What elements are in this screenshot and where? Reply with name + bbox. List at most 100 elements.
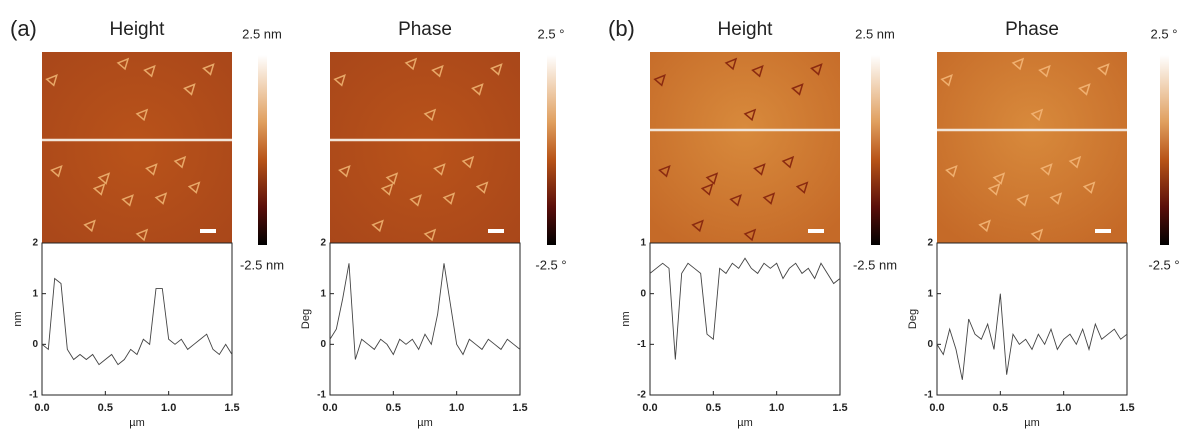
afm-feature bbox=[791, 83, 804, 96]
afm-feature bbox=[724, 57, 738, 71]
afm-feature bbox=[471, 83, 484, 96]
scale-bar bbox=[1095, 229, 1111, 233]
afm-feature bbox=[371, 219, 384, 233]
afm-feature bbox=[154, 192, 168, 205]
colorbar bbox=[1160, 55, 1169, 245]
x-axis-label: µm bbox=[129, 417, 145, 429]
afm-feature bbox=[135, 108, 149, 122]
y-axis-label: Deg bbox=[907, 309, 919, 329]
afm-image bbox=[42, 52, 232, 243]
afm-feature bbox=[762, 192, 776, 205]
afm-feature bbox=[50, 164, 63, 178]
afm-feature bbox=[1030, 108, 1044, 122]
y-tick-label: -1 bbox=[637, 339, 646, 350]
afm-feature bbox=[83, 219, 96, 233]
x-axis-label: µm bbox=[417, 417, 433, 429]
afm-feature bbox=[691, 219, 704, 233]
scale-bar bbox=[200, 229, 216, 233]
y-tick-label: 0 bbox=[640, 288, 646, 299]
x-tick-label: 0.5 bbox=[98, 402, 113, 414]
afm-feature bbox=[658, 164, 671, 178]
afm-feature bbox=[1049, 192, 1063, 205]
afm-image bbox=[650, 52, 840, 243]
y-tick-label: 2 bbox=[32, 238, 38, 249]
y-tick-label: 1 bbox=[320, 288, 326, 299]
afm-feature bbox=[753, 163, 766, 176]
y-tick-label: 0 bbox=[320, 339, 326, 350]
afm-feature bbox=[45, 74, 58, 87]
afm-feature bbox=[135, 228, 149, 242]
y-tick-label: -1 bbox=[924, 390, 933, 401]
colorbar-max-label: 2.5 ° bbox=[538, 26, 565, 41]
image-title: Phase bbox=[398, 19, 452, 40]
afm-feature bbox=[781, 155, 795, 169]
afm-feature bbox=[173, 155, 187, 169]
afm-feature bbox=[442, 192, 456, 205]
afm-feature bbox=[795, 181, 809, 194]
afm-feature bbox=[940, 74, 953, 87]
x-tick-label: 0.5 bbox=[993, 402, 1008, 414]
y-axis-label: Deg bbox=[300, 309, 312, 329]
x-tick-label: 0.0 bbox=[34, 402, 49, 414]
y-tick-label: 2 bbox=[927, 238, 933, 249]
afm-feature bbox=[705, 172, 719, 185]
afm-feature bbox=[743, 108, 757, 122]
colorbar-min-label: -2.5 ° bbox=[1148, 257, 1179, 272]
afm-feature bbox=[987, 183, 1001, 196]
afm-feature bbox=[653, 74, 666, 87]
x-tick-label: 0.0 bbox=[929, 402, 944, 414]
colorbar-min-label: -2.5 ° bbox=[535, 257, 566, 272]
y-tick-label: -1 bbox=[29, 390, 38, 401]
afm-feature bbox=[810, 63, 823, 76]
y-tick-label: -1 bbox=[317, 390, 326, 401]
afm-feature bbox=[475, 181, 489, 194]
afm-feature bbox=[700, 183, 714, 196]
y-tick-label: 2 bbox=[320, 238, 326, 249]
afm-feature bbox=[145, 163, 158, 176]
y-tick-label: 1 bbox=[32, 288, 38, 299]
x-tick-label: 1.5 bbox=[512, 402, 527, 414]
afm-feature bbox=[1016, 194, 1029, 207]
afm-feature bbox=[992, 172, 1006, 185]
afm-feature bbox=[333, 74, 346, 87]
afm-feature bbox=[431, 64, 444, 78]
afm-feature bbox=[751, 64, 764, 78]
afm-feature bbox=[338, 164, 351, 178]
colorbar-max-label: 2.5 nm bbox=[855, 26, 895, 41]
x-tick-label: 1.5 bbox=[224, 402, 239, 414]
profile-trace bbox=[41, 277, 233, 366]
afm-feature bbox=[490, 63, 503, 76]
x-tick-label: 1.0 bbox=[449, 402, 464, 414]
x-tick-label: 1.0 bbox=[769, 402, 784, 414]
afm-feature bbox=[1078, 83, 1091, 96]
x-tick-label: 1.5 bbox=[832, 402, 847, 414]
image-title: Height bbox=[718, 19, 774, 40]
afm-feature bbox=[945, 164, 958, 178]
colorbar bbox=[547, 55, 556, 245]
afm-feature bbox=[423, 228, 437, 242]
profile-trace bbox=[649, 257, 841, 360]
image-title: Phase bbox=[1005, 19, 1059, 40]
afm-image bbox=[330, 52, 520, 243]
afm-feature bbox=[97, 172, 111, 185]
y-tick-label: 1 bbox=[640, 238, 646, 249]
afm-image bbox=[937, 52, 1127, 243]
afm-feature bbox=[202, 63, 215, 76]
x-tick-label: 0.5 bbox=[386, 402, 401, 414]
afm-feature bbox=[92, 183, 106, 196]
afm-feature bbox=[143, 64, 156, 78]
colorbar-max-label: 2.5 ° bbox=[1151, 26, 1178, 41]
afm-feature bbox=[116, 57, 130, 71]
profile-trace bbox=[936, 293, 1128, 380]
afm-feature bbox=[423, 108, 437, 122]
plot-frame bbox=[329, 242, 521, 396]
colorbar-min-label: -2.5 nm bbox=[853, 257, 897, 272]
x-tick-label: 1.5 bbox=[1119, 402, 1134, 414]
afm-feature bbox=[461, 155, 475, 169]
afm-feature bbox=[404, 57, 418, 71]
afm-feature bbox=[409, 194, 422, 207]
afm-feature bbox=[978, 219, 991, 233]
x-axis-label: µm bbox=[1024, 417, 1040, 429]
x-tick-label: 0.0 bbox=[322, 402, 337, 414]
x-tick-label: 0.0 bbox=[642, 402, 657, 414]
